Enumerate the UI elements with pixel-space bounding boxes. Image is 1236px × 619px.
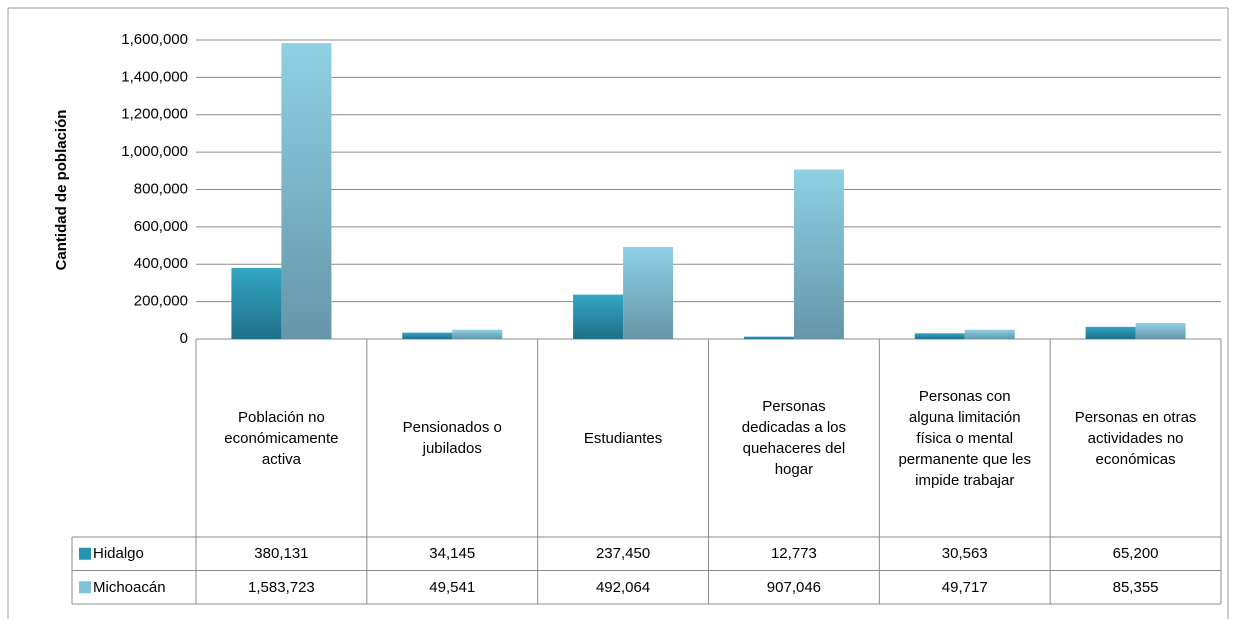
bar [573, 294, 624, 339]
bar [914, 333, 965, 339]
bar [793, 169, 844, 339]
table-value: 65,200 [1112, 545, 1159, 563]
table-value: 85,355 [1112, 578, 1159, 596]
legend-label: Michoacán [93, 578, 166, 596]
bar [281, 43, 332, 340]
table-value: 30,563 [941, 545, 988, 563]
y-tick-label: 1,400,000 [121, 68, 188, 85]
y-tick-label: 800,000 [134, 180, 188, 197]
table-value: 49,541 [429, 578, 476, 596]
category-label: Personas dedicadas a los quehaceres del … [741, 398, 847, 478]
y-tick-label: 1,600,000 [121, 31, 188, 48]
y-tick-label: 1,000,000 [121, 143, 188, 160]
table-value: 49,717 [941, 578, 988, 596]
y-tick-label: 0 [180, 330, 188, 347]
bar [1135, 323, 1186, 339]
legend-label: Hidalgo [93, 545, 144, 563]
bar [1085, 326, 1136, 339]
y-axis-title: Cantidad de población [53, 110, 70, 271]
table-value: 380,131 [254, 545, 309, 563]
bar [964, 329, 1015, 339]
table-value: 1,583,723 [248, 578, 315, 596]
category-label: Pensionados o jubilados [402, 419, 502, 457]
category-label: Personas en otras actividades no económi… [1074, 408, 1197, 468]
category-label: Estudiantes [583, 429, 663, 447]
table-value: 237,450 [595, 545, 651, 563]
legend-key [79, 581, 91, 594]
bar [743, 336, 794, 339]
bar [402, 332, 453, 339]
y-tick-label: 1,200,000 [121, 106, 188, 123]
category-label: Personas con alguna limitación física o … [898, 387, 1032, 489]
table-value: 492,064 [595, 578, 651, 596]
bar [452, 329, 503, 339]
y-tick-label: 400,000 [134, 255, 188, 272]
table-value: 34,145 [429, 545, 476, 563]
y-tick-label: 600,000 [134, 218, 188, 235]
bar [623, 247, 674, 339]
table-value: 12,773 [770, 545, 817, 563]
legend-key [79, 547, 91, 560]
table-value: 907,046 [766, 578, 822, 596]
category-label: Población no económicamente activa [224, 408, 339, 468]
bar [231, 267, 282, 339]
y-tick-label: 200,000 [134, 293, 188, 310]
